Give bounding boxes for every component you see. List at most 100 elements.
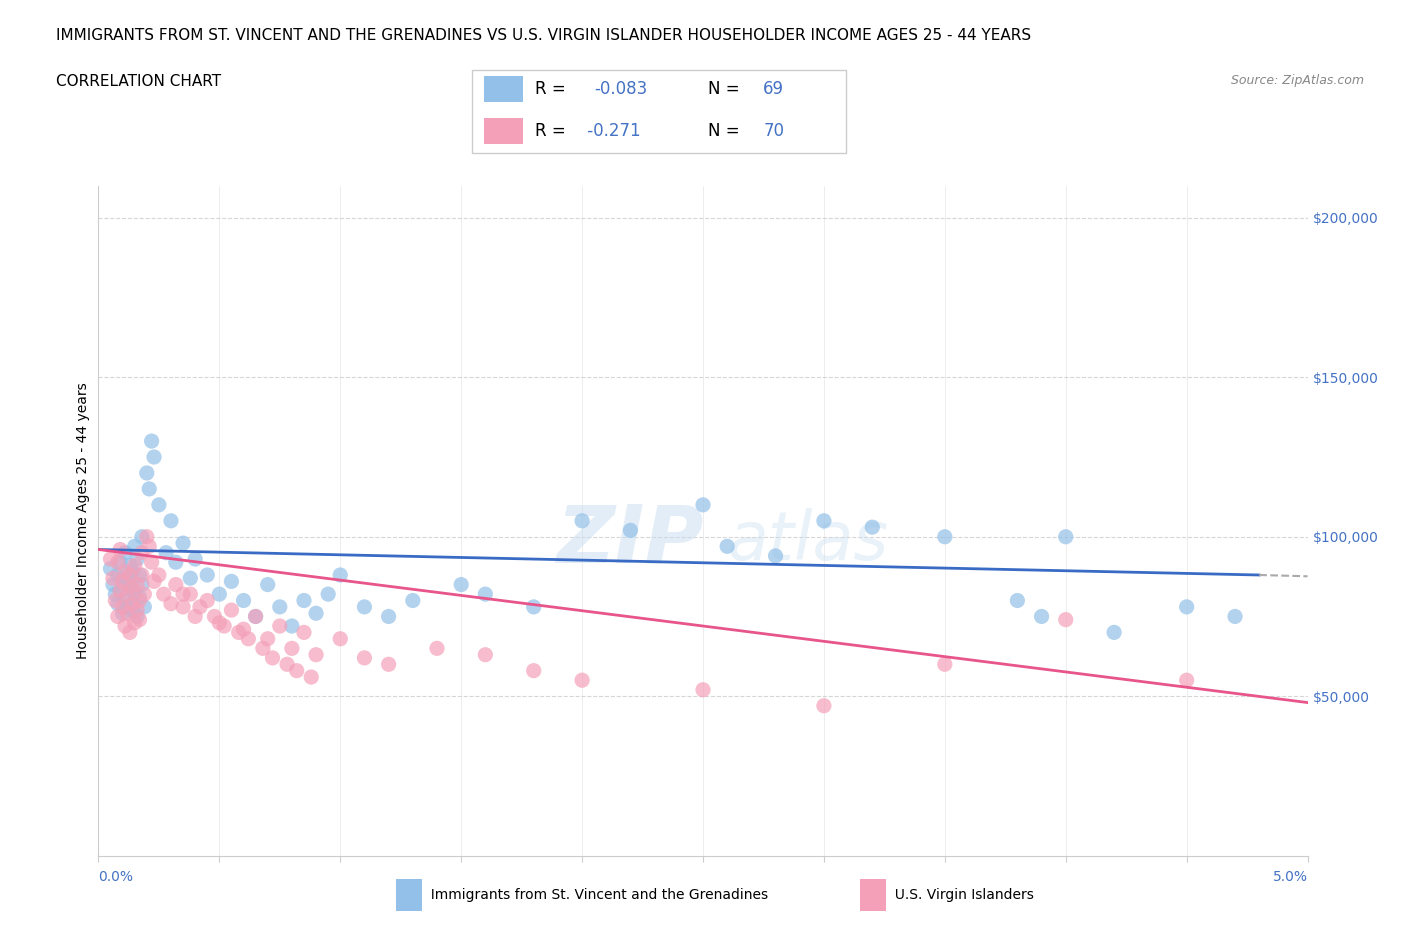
Point <box>172 536 194 551</box>
Point <box>860 520 883 535</box>
Point <box>276 657 298 671</box>
Point <box>143 574 166 589</box>
Point <box>165 555 187 570</box>
Y-axis label: Householder Income Ages 25 - 44 years: Householder Income Ages 25 - 44 years <box>76 382 90 659</box>
Point <box>1054 612 1077 627</box>
Point <box>172 600 194 615</box>
Point <box>111 574 134 589</box>
Point <box>155 545 177 560</box>
Point <box>1102 625 1125 640</box>
Point <box>256 631 278 646</box>
Point <box>101 578 124 592</box>
Point <box>111 571 134 586</box>
FancyBboxPatch shape <box>472 70 846 153</box>
Point <box>934 657 956 671</box>
Point <box>131 567 153 582</box>
Point <box>118 567 141 582</box>
Point <box>107 555 129 570</box>
Point <box>121 596 143 611</box>
Point <box>134 600 156 615</box>
Point <box>165 578 187 592</box>
Point <box>353 600 375 615</box>
Point <box>121 603 143 618</box>
Point <box>124 616 146 631</box>
Point <box>523 663 546 678</box>
Point <box>101 571 124 586</box>
Point <box>934 529 956 544</box>
Point <box>160 596 183 611</box>
Point <box>134 587 156 602</box>
Text: R =: R = <box>534 80 571 99</box>
Point <box>252 641 274 656</box>
Point <box>107 596 129 611</box>
Point <box>127 578 149 592</box>
Bar <box>484 76 523 102</box>
Text: -0.271: -0.271 <box>582 122 641 140</box>
Point <box>128 593 150 608</box>
Point <box>104 587 127 602</box>
Text: Source: ZipAtlas.com: Source: ZipAtlas.com <box>1230 74 1364 87</box>
Point <box>141 433 163 448</box>
Point <box>316 587 339 602</box>
Point <box>121 565 143 579</box>
Point <box>160 513 183 528</box>
Point <box>208 587 231 602</box>
Text: N =: N = <box>709 80 745 99</box>
Point <box>138 538 160 553</box>
Text: 69: 69 <box>763 80 785 99</box>
Point <box>121 580 143 595</box>
Point <box>245 609 267 624</box>
Point <box>128 567 150 582</box>
Point <box>716 538 738 553</box>
Point <box>285 663 308 678</box>
Point <box>127 609 149 624</box>
Point <box>124 558 146 573</box>
Point <box>141 555 163 570</box>
Point <box>299 670 322 684</box>
Point <box>571 513 593 528</box>
Point <box>292 593 315 608</box>
Text: N =: N = <box>709 122 745 140</box>
Point <box>523 600 546 615</box>
Point <box>377 657 399 671</box>
Point <box>184 551 207 566</box>
Point <box>100 551 122 566</box>
Point <box>377 609 399 624</box>
Point <box>128 612 150 627</box>
Point <box>184 609 207 624</box>
Point <box>1054 529 1077 544</box>
Point <box>131 529 153 544</box>
Point <box>813 513 835 528</box>
Point <box>228 625 250 640</box>
Point <box>179 587 201 602</box>
Point <box>148 567 170 582</box>
Point <box>107 609 129 624</box>
Point <box>117 605 139 620</box>
Point <box>108 542 131 557</box>
Point <box>221 574 243 589</box>
Point <box>402 593 425 608</box>
Point <box>305 605 328 620</box>
Text: U.S. Virgin Islanders: U.S. Virgin Islanders <box>886 887 1033 902</box>
Point <box>143 449 166 464</box>
Point <box>692 683 714 698</box>
Point <box>474 587 496 602</box>
Point <box>124 587 146 602</box>
Point <box>108 555 131 570</box>
Point <box>1031 609 1053 624</box>
Point <box>107 567 129 582</box>
Text: 0.0%: 0.0% <box>98 870 134 884</box>
Point <box>329 631 352 646</box>
Point <box>269 600 291 615</box>
Point <box>104 593 127 608</box>
Point <box>212 618 235 633</box>
Point <box>135 529 157 544</box>
Point <box>221 603 243 618</box>
Text: R =: R = <box>534 122 571 140</box>
Text: 70: 70 <box>763 122 785 140</box>
Point <box>305 647 328 662</box>
Point <box>188 600 211 615</box>
Point <box>208 616 231 631</box>
Point <box>111 605 134 620</box>
Text: ZIP: ZIP <box>555 502 703 580</box>
